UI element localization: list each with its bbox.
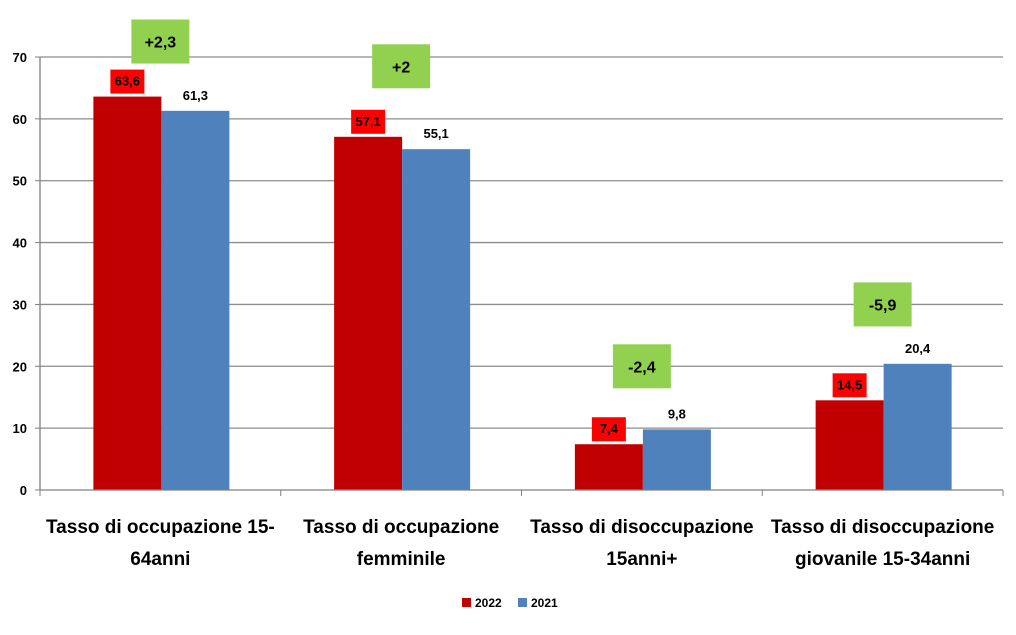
category-label: Tasso di occupazione [303,517,499,538]
value-label-bg [351,109,386,134]
legend-label-2021: 2021 [531,596,558,610]
difference-box [131,19,190,64]
value-label-bg [832,373,867,398]
category-label: Tasso di occupazione 15- [46,517,275,538]
y-tick-label: 70 [13,50,27,65]
y-tick-label: 20 [13,359,27,374]
bar-2022 [93,96,162,491]
y-tick-label: 60 [13,112,27,127]
value-label-2021: 9,8 [668,406,686,421]
legend-swatch-2021 [518,598,527,607]
value-label-2022: 14,5 [837,377,862,392]
value-label-bg [591,417,626,442]
category-label: Tasso di disoccupazione [530,517,753,538]
difference-label: +2 [392,59,410,76]
difference-box [612,344,671,389]
bar-2021 [642,429,711,490]
category-label: femminile [357,549,446,570]
category-label: 64anni [130,549,190,570]
category-label: giovanile 15-34anni [795,549,970,570]
value-label-2022: 57,1 [355,114,380,129]
value-label-bg [110,69,145,94]
value-label-2021: 61,3 [183,88,208,103]
bar-2021 [883,363,952,490]
y-tick-label: 40 [13,236,27,251]
bar-2021 [402,149,471,490]
y-tick-label: 10 [13,421,27,436]
bar-2021 [161,110,230,491]
difference-label: +2,3 [145,35,177,52]
category-label: Tasso di disoccupazione [771,517,994,538]
value-label-2022: 7,4 [600,421,619,436]
bar-2022 [334,136,403,490]
y-tick-label: 30 [13,297,27,312]
legend-swatch-2022 [462,598,471,607]
legend-label-2022: 2022 [475,596,502,610]
y-tick-label: 0 [20,483,27,498]
y-tick-label: 50 [13,174,27,189]
value-label-2021: 20,4 [905,341,931,356]
value-label-2021: 55,1 [423,126,448,141]
bar-2022 [574,444,643,490]
bar-2022 [815,400,884,490]
difference-label: -2,4 [628,359,656,376]
value-label-2022: 63,6 [115,74,140,89]
difference-box [853,282,912,327]
category-label: 15anni+ [606,549,677,570]
difference-label: -5,9 [869,297,897,314]
difference-box [372,44,431,89]
